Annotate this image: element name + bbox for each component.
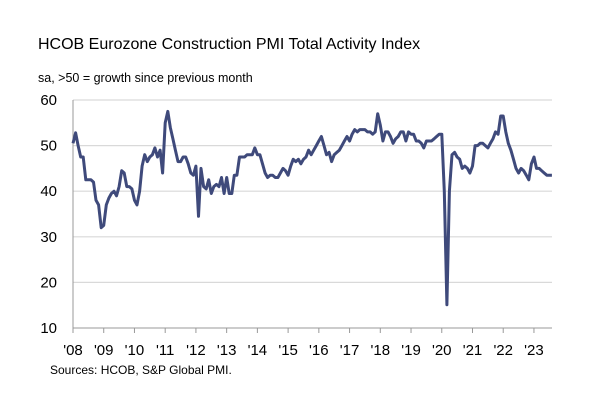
x-tick-label: '11 [156, 342, 174, 359]
pmi-series-line [71, 109, 552, 307]
x-tick-label: '21 [463, 342, 483, 359]
x-tick-label: '23 [524, 342, 544, 359]
x-tick-label: '18 [371, 342, 391, 359]
chart-subtitle: sa, >50 = growth since previous month [38, 71, 253, 85]
chart-title: HCOB Eurozone Construction PMI Total Act… [38, 36, 421, 53]
y-tick-label: 20 [40, 274, 57, 291]
x-tick-label: '19 [401, 342, 421, 359]
x-tick-label: '15 [278, 342, 298, 359]
x-tick-label: '08 [63, 342, 83, 359]
x-tick-label: '17 [340, 342, 360, 359]
x-tick-label: '20 [432, 342, 452, 359]
x-tick-label: '13 [217, 342, 237, 359]
y-tick-label: 50 [40, 138, 57, 155]
y-tick-label: 60 [40, 92, 57, 109]
x-tick-label: '10 [125, 342, 145, 359]
x-tick-label: '09 [94, 342, 114, 359]
x-tick-label: '16 [309, 342, 329, 359]
x-tick-label: '14 [248, 342, 268, 359]
y-tick-label: 10 [40, 320, 57, 337]
y-tick-label: 40 [40, 183, 57, 200]
chart-source: Sources: HCOB, S&P Global PMI. [50, 363, 232, 377]
x-tick-label: '12 [186, 342, 206, 359]
x-tick-label: '22 [493, 342, 513, 359]
y-tick-label: 30 [40, 229, 57, 246]
